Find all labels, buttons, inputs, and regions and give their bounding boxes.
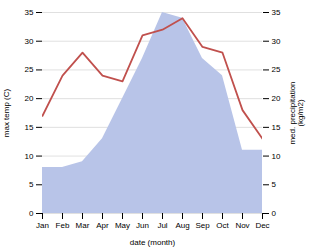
svg-text:0: 0 [272, 209, 277, 218]
svg-text:15: 15 [272, 123, 281, 132]
svg-text:0: 0 [29, 209, 34, 218]
svg-text:Jul: Jul [157, 221, 167, 230]
svg-text:Oct: Oct [216, 221, 229, 230]
svg-text:date (month): date (month) [130, 238, 176, 247]
svg-text:25: 25 [272, 65, 281, 74]
svg-text:15: 15 [25, 123, 34, 132]
svg-text:35: 35 [272, 8, 281, 17]
svg-text:5: 5 [29, 180, 34, 189]
svg-text:20: 20 [25, 94, 34, 103]
svg-text:Jun: Jun [136, 221, 149, 230]
svg-text:May: May [115, 221, 130, 230]
svg-text:Sep: Sep [195, 221, 210, 230]
svg-text:25: 25 [25, 65, 34, 74]
svg-text:max temp (C): max temp (C) [2, 88, 11, 137]
svg-text:20: 20 [272, 94, 281, 103]
svg-text:30: 30 [25, 37, 34, 46]
svg-text:Jan: Jan [36, 221, 49, 230]
svg-text:35: 35 [25, 8, 34, 17]
svg-text:30: 30 [272, 37, 281, 46]
svg-text:10: 10 [272, 152, 281, 161]
svg-text:10: 10 [25, 152, 34, 161]
svg-text:Mar: Mar [76, 221, 90, 230]
svg-text:Apr: Apr [96, 221, 109, 230]
svg-text:Dec: Dec [255, 221, 269, 230]
svg-text:Aug: Aug [175, 221, 189, 230]
svg-text:5: 5 [272, 180, 277, 189]
svg-text:med. precipitation(kg/m2): med. precipitation(kg/m2) [288, 81, 305, 144]
svg-text:Feb: Feb [56, 221, 70, 230]
svg-text:Nov: Nov [235, 221, 249, 230]
